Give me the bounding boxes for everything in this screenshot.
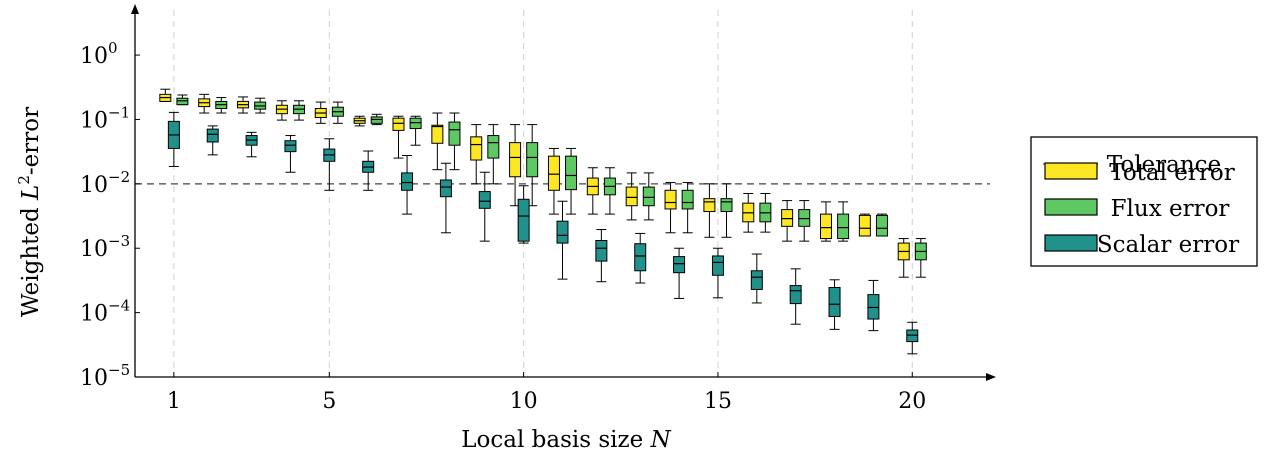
x-tick-label: 5: [322, 389, 336, 414]
box: [517, 198, 530, 242]
y-tick-label: 10−3: [80, 232, 130, 262]
box: [448, 121, 461, 146]
box: [681, 189, 694, 210]
box: [401, 172, 414, 191]
box: [439, 179, 452, 198]
x-grid: [173, 10, 913, 377]
box: [819, 213, 832, 240]
y-tick-label: 10−2: [80, 168, 130, 198]
x-tick-label: 20: [898, 389, 926, 414]
box: [547, 155, 560, 191]
box: [634, 243, 647, 272]
box: [906, 329, 919, 343]
box: [703, 198, 716, 213]
box: [837, 213, 850, 240]
box: [664, 189, 677, 210]
x-axis-label: Local basis size N: [461, 427, 671, 453]
x-tick-label: 15: [704, 389, 732, 414]
box: [478, 191, 491, 209]
box: [431, 124, 444, 144]
y-axis-arrow: [131, 4, 139, 14]
box: [409, 117, 422, 129]
y-tick-label: 100: [80, 39, 118, 69]
legend-total-label: Total error: [1109, 160, 1234, 186]
box: [284, 140, 297, 153]
axes: [131, 4, 996, 381]
y-axis-label: Weighted L2-error: [15, 107, 44, 317]
box-series: [159, 88, 927, 355]
legend-scalar-swatch: [1044, 234, 1098, 252]
box: [625, 186, 638, 207]
box: [789, 285, 802, 305]
box: [867, 294, 880, 320]
legend-flux-label: Flux error: [1111, 196, 1230, 222]
legend-scalar-label: Scalar error: [1097, 232, 1239, 258]
series-total-error: [159, 88, 910, 278]
box: [470, 136, 483, 161]
y-tick-label: 10−1: [80, 103, 130, 133]
box: [206, 128, 219, 143]
y-tick-label: 10−5: [80, 361, 130, 391]
legend-total-swatch: [1044, 162, 1098, 180]
box: [781, 209, 794, 227]
legend-tolerance-label: Tolerance: [1107, 152, 1221, 178]
x-tick-label: 10: [510, 389, 538, 414]
series-scalar-error: [167, 111, 919, 355]
box: [858, 214, 871, 237]
box: [565, 155, 578, 191]
box: [509, 142, 522, 178]
box: [556, 220, 569, 244]
y-ticks: 10−5 10−4 10−3 10−2 10−1 100: [80, 39, 140, 391]
legend-flux-swatch: [1044, 198, 1098, 216]
box: [828, 287, 841, 317]
box: [642, 186, 655, 207]
box: [392, 117, 405, 131]
box: [370, 116, 383, 124]
box: [595, 240, 608, 262]
legend: Tolerance Total error Flux error Scalar …: [1030, 136, 1258, 267]
x-axis-arrow: [986, 373, 996, 381]
x-tick-label: 1: [167, 389, 181, 414]
box: [720, 198, 733, 213]
y-tick-label: 10−4: [80, 297, 130, 327]
box: [711, 255, 724, 276]
series-flux-error: [176, 94, 927, 278]
box: [176, 97, 189, 106]
x-ticks: 1 5 10 15 20: [167, 372, 926, 414]
box: [487, 135, 500, 159]
box: [798, 209, 811, 227]
box: [875, 214, 888, 237]
box: [526, 142, 539, 178]
box: [673, 256, 686, 274]
box: [750, 270, 763, 290]
